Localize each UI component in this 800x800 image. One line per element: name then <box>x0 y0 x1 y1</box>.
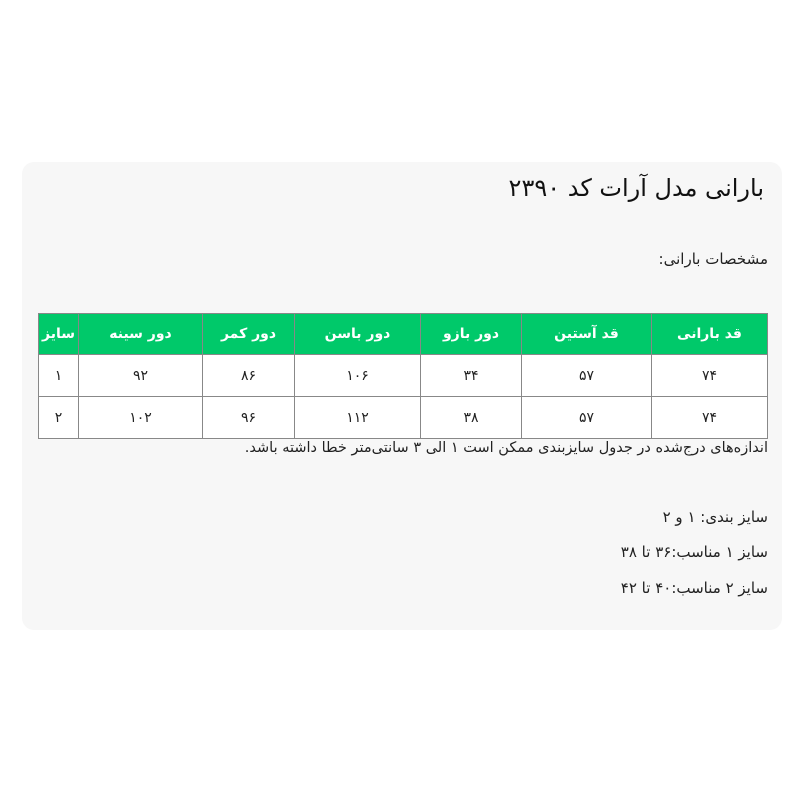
table-cell: ۲ <box>38 396 79 439</box>
table-cell: ۳۸ <box>420 396 522 439</box>
table-cell: ۵۷ <box>521 396 652 439</box>
column-header: دور کمر <box>202 313 295 355</box>
table-cell: ۱۱۲ <box>294 396 421 439</box>
table-cell: ۱۰۶ <box>294 354 421 397</box>
size-note: اندازه‌های درج‌شده در جدول سایزبندی ممکن… <box>244 440 768 456</box>
table-cell: ۱۰۲ <box>78 396 203 439</box>
size-table: قد بارانی قد آستین دور بازو دور باسن دور… <box>38 313 768 439</box>
column-header: دور بازو <box>420 313 522 355</box>
table-row: ۷۴ ۵۷ ۳۴ ۱۰۶ ۸۶ ۹۲ ۱ <box>38 354 768 397</box>
table-row: ۷۴ ۵۷ ۳۸ ۱۱۲ ۹۶ ۱۰۲ ۲ <box>38 396 768 439</box>
column-header: قد آستین <box>521 313 652 355</box>
column-header: قد بارانی <box>651 313 768 355</box>
product-size-panel: بارانی مدل آرات کد ۲۳۹۰ مشخصات بارانی: ق… <box>22 162 782 630</box>
column-header: دور باسن <box>294 313 421 355</box>
size-info: سایز ۲ مناسب:۴۰ تا ۴۲ <box>620 579 768 597</box>
table-cell: ۱ <box>38 354 79 397</box>
page-title: بارانی مدل آرات کد ۲۳۹۰ <box>508 174 764 202</box>
table-cell: ۹۶ <box>202 396 295 439</box>
size-info: سایز بندی: ۱ و ۲ <box>662 508 768 526</box>
column-header: دور سینه <box>78 313 203 355</box>
specs-heading: مشخصات بارانی: <box>658 250 768 268</box>
table-cell: ۹۲ <box>78 354 203 397</box>
table-cell: ۵۷ <box>521 354 652 397</box>
table-header-row: قد بارانی قد آستین دور بازو دور باسن دور… <box>38 313 768 355</box>
table-cell: ۷۴ <box>651 396 768 439</box>
table-cell: ۸۶ <box>202 354 295 397</box>
column-header: سایز <box>38 313 79 355</box>
size-info: سایز ۱ مناسب:۳۶ تا ۳۸ <box>620 543 768 561</box>
table-cell: ۳۴ <box>420 354 522 397</box>
table-cell: ۷۴ <box>651 354 768 397</box>
